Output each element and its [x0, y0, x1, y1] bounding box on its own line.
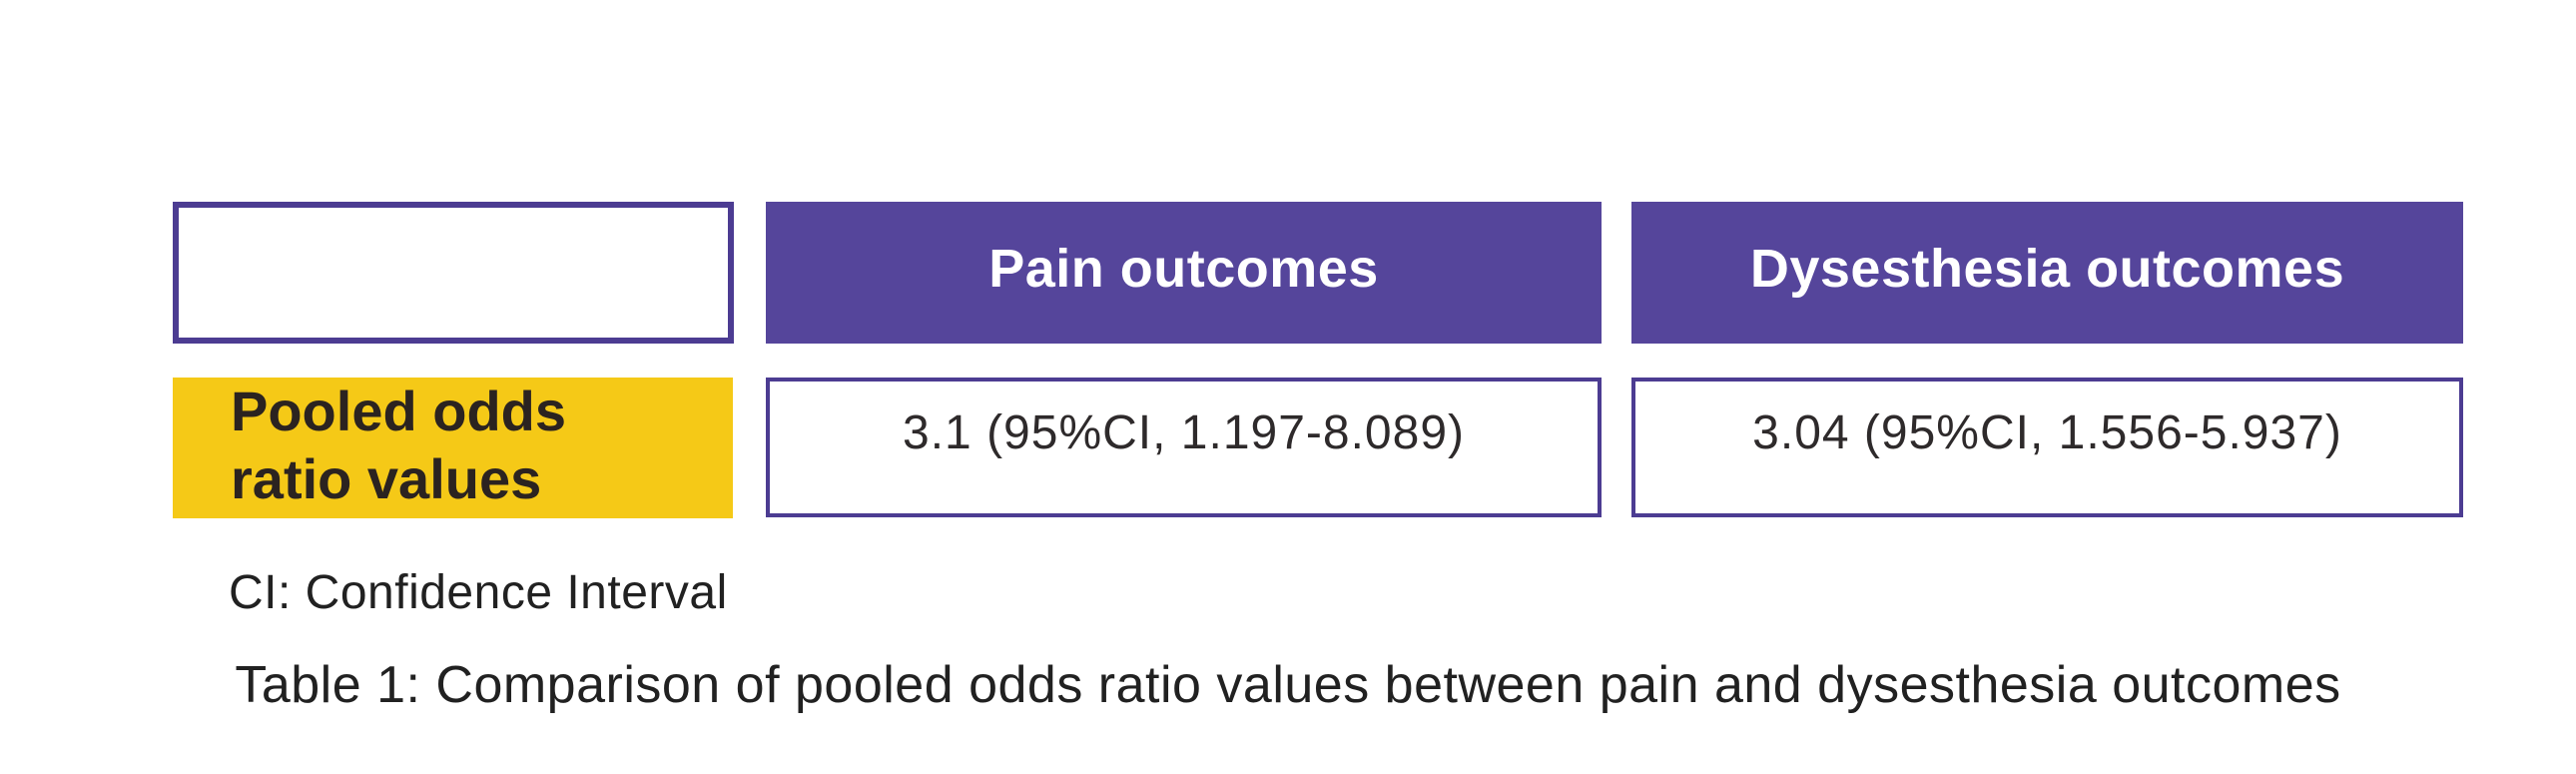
- row-label-cell-pooled-odds-ratio: Pooled odds ratio values: [173, 378, 733, 518]
- dysesthesia-odds-ratio-value: 3.04 (95%CI, 1.556-5.937): [1752, 406, 2342, 459]
- table-caption: Table 1: Comparison of pooled odds ratio…: [235, 656, 2341, 714]
- data-cell-pain-odds-ratio: 3.1 (95%CI, 1.197-8.089): [766, 378, 1602, 517]
- row-label-line-2: ratio values: [231, 447, 542, 511]
- pain-odds-ratio-value: 3.1 (95%CI, 1.197-8.089): [903, 406, 1465, 459]
- dysesthesia-outcomes-header-label: Dysesthesia outcomes: [1749, 239, 2345, 299]
- data-cell-dysesthesia-odds-ratio: 3.04 (95%CI, 1.556-5.937): [1631, 378, 2463, 517]
- header-cell-pain-outcomes: Pain outcomes: [766, 202, 1602, 344]
- row-label-line-1: Pooled odds: [231, 380, 566, 442]
- pain-outcomes-header-label: Pain outcomes: [988, 239, 1379, 299]
- ci-footnote: CI: Confidence Interval: [229, 566, 728, 619]
- header-cell-empty: [173, 202, 734, 344]
- header-cell-dysesthesia-outcomes: Dysesthesia outcomes: [1631, 202, 2463, 344]
